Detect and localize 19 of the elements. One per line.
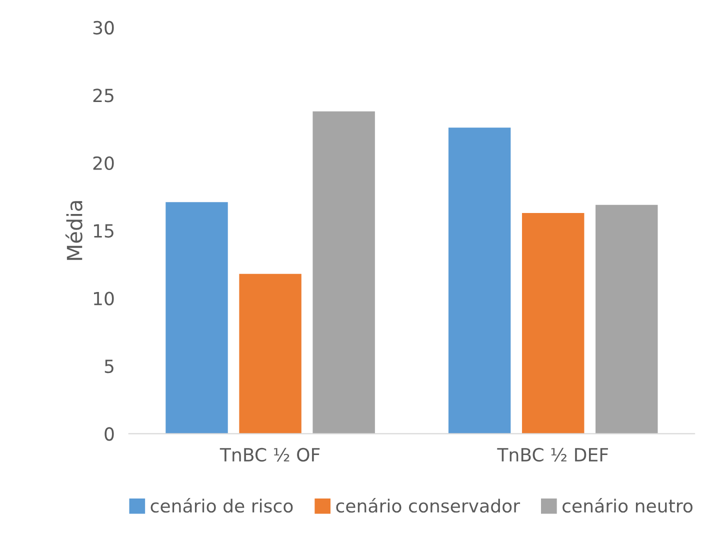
y-axis-title: Média (65, 201, 82, 260)
y-tick-label: 5 (104, 360, 114, 374)
bar (312, 111, 375, 434)
bar (239, 274, 302, 434)
bar (522, 212, 584, 434)
bar (166, 202, 228, 434)
bar (448, 128, 511, 434)
legend-label: cenário de risco (150, 498, 293, 513)
y-tick-label: 10 (94, 292, 114, 306)
x-tick-label: TnBC ½ OF (220, 448, 320, 462)
y-tick-label: 30 (93, 20, 114, 35)
legend-label: cenário conservador (336, 498, 520, 513)
x-tick-label: TnBC ½ DEF (497, 448, 608, 462)
legend-label: cenário neutro (562, 498, 692, 513)
y-tick-label: 20 (93, 156, 114, 170)
y-tick-label: 25 (93, 88, 114, 102)
y-tick-label: 0 (104, 427, 114, 441)
bar (596, 204, 658, 434)
y-tick-label: 15 (94, 224, 114, 238)
